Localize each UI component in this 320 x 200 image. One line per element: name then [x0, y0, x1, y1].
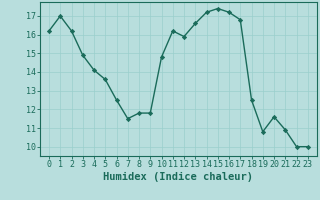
- X-axis label: Humidex (Indice chaleur): Humidex (Indice chaleur): [103, 172, 253, 182]
